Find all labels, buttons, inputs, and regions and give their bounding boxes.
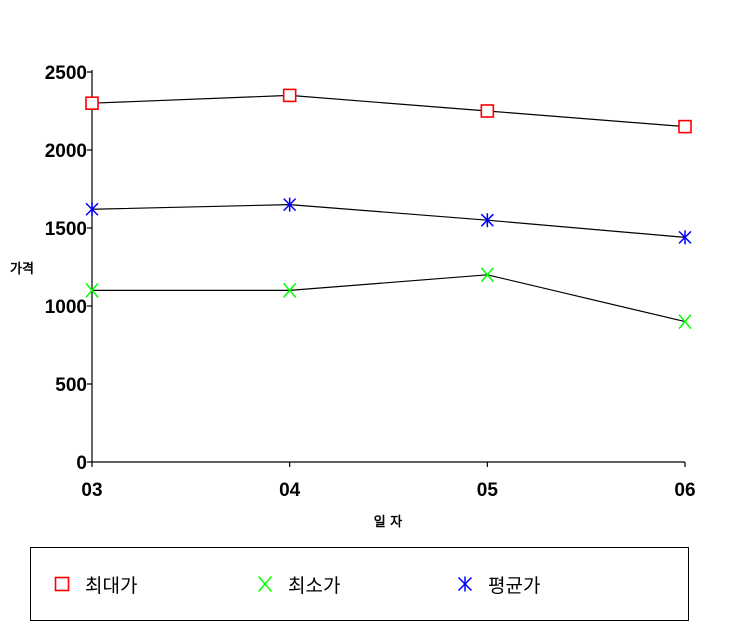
x-tick-label: 06 (674, 480, 695, 501)
legend-label: 평균가 (488, 574, 541, 597)
data-point (85, 282, 99, 298)
legend-marker (257, 576, 273, 592)
legend: 최대가 최소가 평균가 (30, 547, 689, 621)
legend-marker (54, 576, 70, 592)
axes (87, 70, 686, 467)
series-line (92, 274, 686, 323)
data-point (282, 88, 297, 103)
legend-marker-icon (257, 576, 273, 592)
legend-item: 최소가 (256, 570, 340, 598)
line-chart: 0 500 1000 1500 2000 2500 03 04 05 06 일 자 가격 (10, 63, 696, 530)
series-markers (85, 88, 692, 330)
y-tick-label: 1500 (45, 219, 87, 240)
legend-label: 최소가 (288, 574, 341, 597)
data-point (678, 314, 692, 330)
series-line (91, 94, 686, 128)
legend-marker (457, 576, 473, 592)
y-tick-label: 500 (55, 375, 87, 396)
y-tick-label: 0 (76, 453, 87, 474)
series-line (91, 203, 686, 238)
legend-marker-icon (54, 576, 70, 592)
x-tick-label: 05 (477, 480, 499, 501)
x-tick-label: 03 (81, 480, 102, 501)
data-point (480, 104, 495, 118)
data-point (85, 96, 99, 110)
data-point (283, 282, 297, 298)
legend-marker-icon (457, 576, 473, 592)
x-tick-label: 04 (279, 480, 301, 501)
data-point (678, 119, 692, 134)
tick-labels: 0 500 1000 1500 2000 2500 03 04 05 06 (45, 63, 696, 501)
y-tick-label: 1000 (45, 297, 87, 318)
x-axis-title: 일 자 (374, 515, 402, 530)
y-tick-label: 2000 (45, 141, 87, 162)
data-point (678, 230, 692, 245)
y-tick-label: 2500 (45, 63, 87, 84)
data-point (480, 267, 494, 283)
data-point (283, 197, 297, 212)
legend-item: 최대가 (53, 570, 137, 598)
y-axis-title: 가격 (10, 262, 34, 277)
data-point (85, 202, 99, 217)
legend-item: 평균가 (456, 570, 540, 598)
data-point (480, 213, 494, 228)
legend-label: 최대가 (85, 574, 138, 597)
series-lines (91, 94, 686, 323)
